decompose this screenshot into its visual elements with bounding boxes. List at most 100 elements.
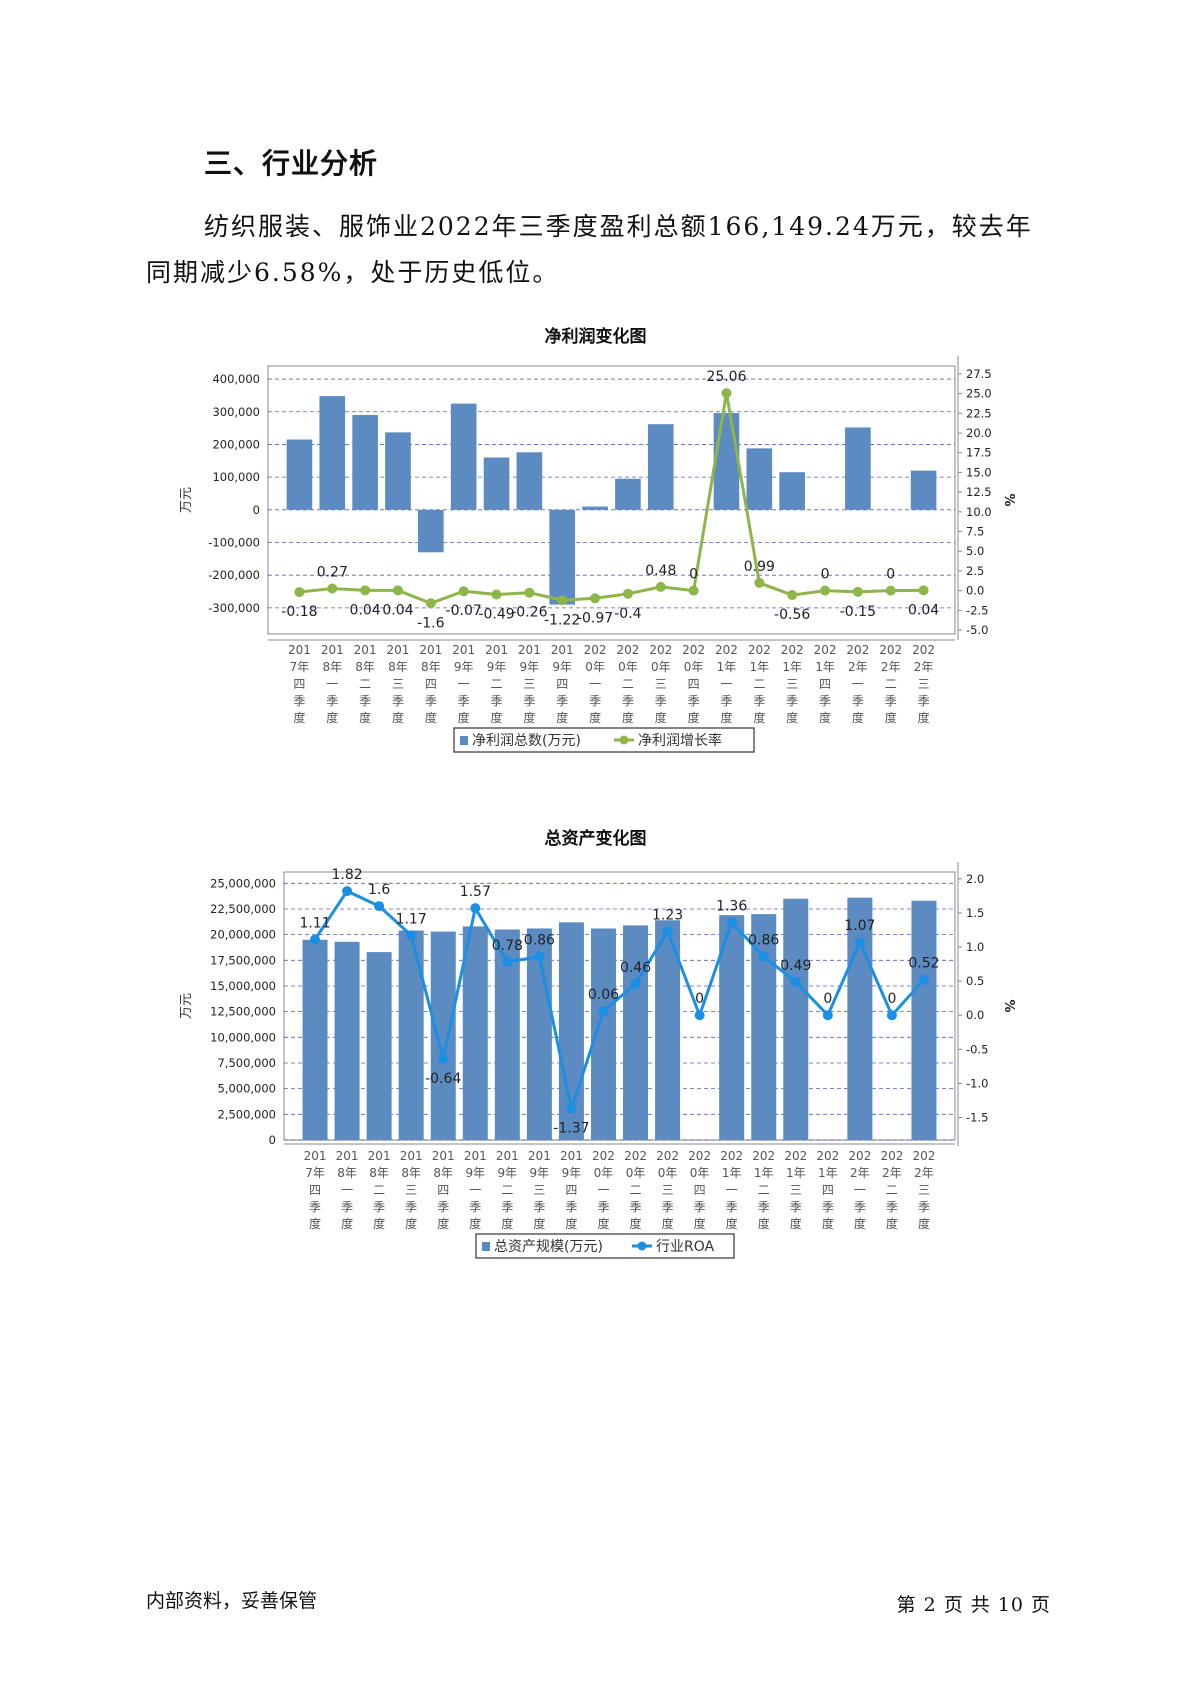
data-label: 0.04 [350, 602, 381, 618]
x-tick-label: 二 [753, 677, 765, 691]
line-point [392, 585, 403, 596]
x-tick-label: 二 [622, 677, 634, 691]
x-tick-label: 8年 [401, 1166, 421, 1180]
x-tick-label: 9年 [487, 660, 507, 674]
x-tick-label: 度 [523, 710, 535, 725]
data-label: 0.99 [744, 559, 775, 575]
data-label: -0.64 [425, 1071, 461, 1087]
x-tick-label: 202 [688, 1149, 711, 1163]
bar [286, 439, 313, 510]
data-label: 0.78 [492, 938, 523, 954]
line-point [438, 1053, 449, 1064]
data-label: 0 [823, 991, 832, 1007]
line-point [458, 586, 469, 597]
x-tick-label: 201 [496, 1149, 519, 1163]
bar [450, 403, 477, 510]
x-tick-label: 季 [852, 694, 864, 708]
x-tick-label: 202 [720, 1149, 743, 1163]
y2-tick-label: 17.5 [966, 446, 992, 460]
x-tick-label: 四 [293, 677, 305, 691]
data-label: 0.46 [620, 960, 651, 976]
x-tick-label: 9年 [530, 1166, 550, 1180]
y2-tick-label: 22.5 [966, 406, 992, 420]
x-tick-label: 1年 [818, 1166, 838, 1180]
x-tick-label: 202 [912, 643, 935, 657]
x-tick-label: 一 [852, 677, 864, 691]
data-label: 0.04 [908, 602, 939, 618]
line-point [590, 593, 601, 604]
x-tick-label: 1年 [754, 1166, 774, 1180]
x-tick-label: 度 [293, 710, 305, 725]
bar [366, 952, 392, 1140]
x-tick-label: 度 [622, 710, 634, 725]
y-tick-label: 100,000 [212, 470, 260, 484]
data-label: 25.06 [706, 369, 746, 385]
x-tick-label: 四 [309, 1183, 321, 1197]
x-tick-label: 2年 [914, 660, 934, 674]
x-tick-label: 二 [491, 677, 503, 691]
bar [713, 413, 740, 510]
x-tick-label: 季 [886, 1200, 898, 1214]
bar [783, 898, 809, 1140]
x-tick-label: 四 [565, 1183, 577, 1197]
x-tick-label: 7年 [290, 660, 310, 674]
x-tick-label: 季 [918, 1200, 930, 1214]
bar [647, 424, 674, 510]
data-label: 0.27 [317, 565, 348, 581]
x-tick-label: 四 [822, 1183, 834, 1197]
x-tick-label: 201 [304, 1149, 327, 1163]
x-tick-label: 9年 [520, 660, 540, 674]
data-label: -0.18 [281, 604, 317, 620]
data-label: -1.6 [417, 615, 444, 631]
x-tick-label: 9年 [562, 1166, 582, 1180]
x-tick-label: 三 [405, 1183, 417, 1197]
y2-tick-label: 0.0 [966, 1008, 984, 1022]
data-label: 0 [886, 567, 895, 583]
y-tick-label: 17,500,000 [210, 953, 276, 967]
x-tick-label: 四 [688, 677, 700, 691]
x-tick-label: 季 [819, 694, 831, 708]
x-tick-label: 二 [373, 1183, 385, 1197]
x-tick-label: 2年 [881, 660, 901, 674]
x-tick-label: 季 [373, 1200, 385, 1214]
data-label: 0.86 [524, 933, 555, 949]
x-tick-label: 季 [405, 1200, 417, 1214]
x-tick-label: 季 [293, 694, 305, 708]
y-tick-label: 300,000 [212, 405, 260, 419]
x-tick-label: 季 [309, 1200, 321, 1214]
y-tick-label: 0 [253, 503, 260, 517]
x-tick-label: 202 [624, 1149, 647, 1163]
x-tick-label: 季 [662, 1200, 674, 1214]
data-label: -0.15 [840, 604, 876, 620]
x-tick-label: 202 [784, 1149, 807, 1163]
total-assets-chart: 25,000,000 22,500,000 20,000,000 17,500,000… [179, 862, 1016, 1259]
x-tick-label: 季 [565, 1200, 577, 1214]
line-point [566, 1103, 577, 1114]
x-tick-label: 度 [720, 710, 732, 725]
x-tick-label: 9年 [454, 660, 474, 674]
x-tick-label: 201 [336, 1149, 359, 1163]
y2-tick-label: -5.0 [966, 623, 988, 637]
line-point [820, 585, 831, 596]
x-tick-label: 度 [589, 710, 601, 725]
line-point [854, 937, 865, 948]
y-tick-label: 10,000,000 [210, 1030, 276, 1044]
x-tick-label: 201 [419, 643, 442, 657]
y-tick-label: 0 [269, 1133, 276, 1147]
x-tick-label: 度 [533, 1216, 545, 1231]
x-tick-label: 度 [758, 1216, 770, 1231]
x-tick-label: 度 [854, 1216, 866, 1231]
x-tick-label: 2年 [882, 1166, 902, 1180]
bar [516, 452, 543, 510]
line-point [294, 587, 305, 598]
x-tick-label: 201 [288, 643, 311, 657]
bar [845, 427, 871, 510]
legend-line-label: 净利润增长率 [638, 732, 722, 749]
y2-tick-label: 10.0 [966, 505, 992, 519]
x-tick-label: 度 [326, 710, 338, 725]
x-tick-label: 季 [491, 694, 503, 708]
net-profit-chart: 400,000 300,000 200,000 100,000 0 -100,000 -20… [179, 356, 1016, 753]
x-tick-label: 202 [584, 643, 607, 657]
data-label: 0.86 [748, 933, 779, 949]
data-label: -0.4 [614, 606, 641, 622]
